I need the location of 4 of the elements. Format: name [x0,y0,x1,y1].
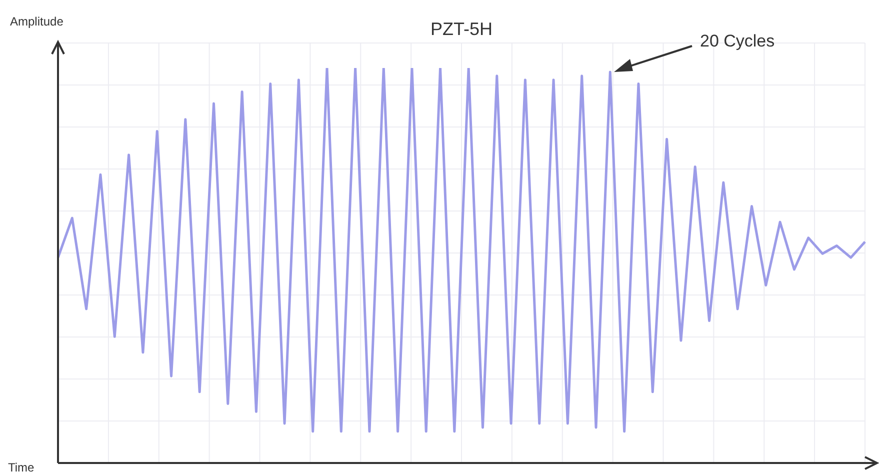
y-axis-title: Amplitude [10,14,64,28]
text: 20 Cycles [700,32,775,51]
x-axis-title: Time [8,460,35,474]
chart-title: PZT-5H [430,18,493,39]
